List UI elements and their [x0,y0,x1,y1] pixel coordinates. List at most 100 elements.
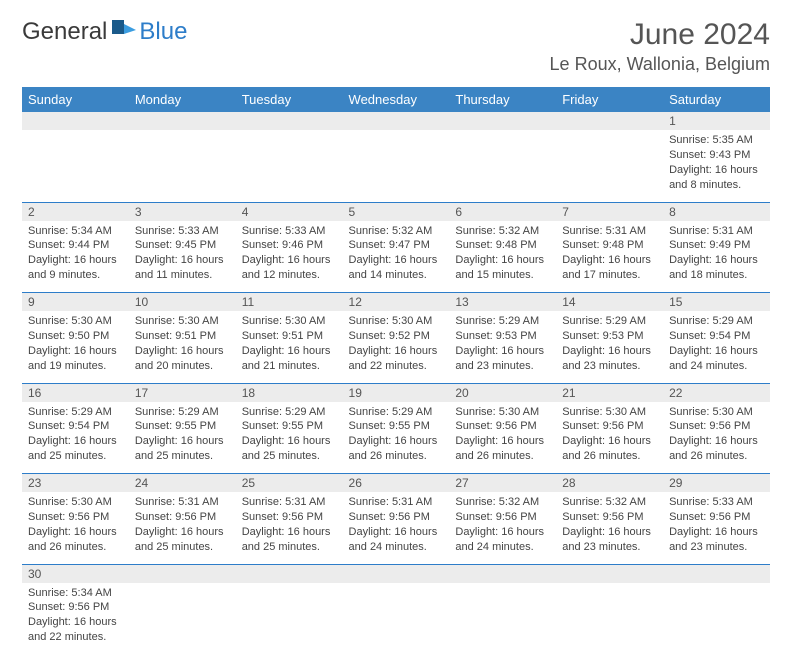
day-cell [129,583,236,655]
day-cell [449,583,556,655]
info-line: Sunset: 9:56 PM [28,600,123,615]
info-line: Daylight: 16 hours [349,253,444,268]
info-line: and 17 minutes. [562,268,657,283]
day-number: 19 [343,383,450,402]
day-number: 5 [343,202,450,221]
info-line: Sunrise: 5:30 AM [242,314,337,329]
logo-text-2: Blue [139,18,187,46]
day-number: 18 [236,383,343,402]
day-cell: Sunrise: 5:34 AMSunset: 9:56 PMDaylight:… [22,583,129,655]
day-cell: Sunrise: 5:32 AMSunset: 9:47 PMDaylight:… [343,221,450,293]
day-cell: Sunrise: 5:31 AMSunset: 9:49 PMDaylight:… [663,221,770,293]
info-line: Daylight: 16 hours [669,525,764,540]
day-number: 16 [22,383,129,402]
day-cell [663,583,770,655]
info-line: and 15 minutes. [455,268,550,283]
info-line: Sunrise: 5:32 AM [349,224,444,239]
info-line: and 22 minutes. [349,359,444,374]
info-line: Daylight: 16 hours [28,253,123,268]
info-line: Daylight: 16 hours [28,615,123,630]
info-line: Sunset: 9:49 PM [669,238,764,253]
info-line: Daylight: 16 hours [455,525,550,540]
day-cell: Sunrise: 5:34 AMSunset: 9:44 PMDaylight:… [22,221,129,293]
info-line: Daylight: 16 hours [455,253,550,268]
info-line: Sunrise: 5:29 AM [349,405,444,420]
day-header-row: Sunday Monday Tuesday Wednesday Thursday… [22,87,770,112]
info-row: Sunrise: 5:34 AMSunset: 9:44 PMDaylight:… [22,221,770,293]
day-cell [236,130,343,202]
info-line: Sunrise: 5:29 AM [135,405,230,420]
info-line: Sunrise: 5:32 AM [455,224,550,239]
day-cell: Sunrise: 5:32 AMSunset: 9:56 PMDaylight:… [449,492,556,564]
calendar-table: Sunday Monday Tuesday Wednesday Thursday… [22,87,770,655]
info-line: Daylight: 16 hours [349,434,444,449]
info-line: Sunset: 9:50 PM [28,329,123,344]
day-cell [22,130,129,202]
info-line: Sunset: 9:56 PM [455,510,550,525]
info-line: and 25 minutes. [135,449,230,464]
day-header: Wednesday [343,87,450,112]
info-line: Sunset: 9:52 PM [349,329,444,344]
daynum-row: 16171819202122 [22,383,770,402]
day-cell: Sunrise: 5:35 AMSunset: 9:43 PMDaylight:… [663,130,770,202]
info-line: Sunset: 9:55 PM [349,419,444,434]
day-cell: Sunrise: 5:31 AMSunset: 9:56 PMDaylight:… [236,492,343,564]
info-line: Sunrise: 5:30 AM [28,495,123,510]
daynum-row: 30 [22,564,770,583]
day-cell [236,583,343,655]
day-cell: Sunrise: 5:29 AMSunset: 9:55 PMDaylight:… [129,402,236,474]
info-line: and 11 minutes. [135,268,230,283]
day-cell: Sunrise: 5:29 AMSunset: 9:55 PMDaylight:… [343,402,450,474]
day-cell: Sunrise: 5:30 AMSunset: 9:51 PMDaylight:… [129,311,236,383]
info-row: Sunrise: 5:35 AMSunset: 9:43 PMDaylight:… [22,130,770,202]
info-line: Daylight: 16 hours [242,344,337,359]
day-cell: Sunrise: 5:30 AMSunset: 9:56 PMDaylight:… [556,402,663,474]
day-cell: Sunrise: 5:29 AMSunset: 9:53 PMDaylight:… [556,311,663,383]
info-line: Sunrise: 5:29 AM [242,405,337,420]
info-line: and 25 minutes. [135,540,230,555]
info-line: Daylight: 16 hours [242,253,337,268]
info-line: and 24 minutes. [669,359,764,374]
info-line: Daylight: 16 hours [28,525,123,540]
info-line: Sunrise: 5:31 AM [669,224,764,239]
flag-icon [111,18,137,36]
info-line: and 9 minutes. [28,268,123,283]
info-line: Sunrise: 5:29 AM [455,314,550,329]
day-cell [129,130,236,202]
day-cell [343,130,450,202]
day-number: 24 [129,474,236,493]
info-line: Sunset: 9:48 PM [455,238,550,253]
info-line: Sunrise: 5:30 AM [669,405,764,420]
day-number: 25 [236,474,343,493]
day-cell: Sunrise: 5:30 AMSunset: 9:51 PMDaylight:… [236,311,343,383]
info-line: Sunset: 9:56 PM [455,419,550,434]
info-line: Sunrise: 5:31 AM [562,224,657,239]
day-cell: Sunrise: 5:30 AMSunset: 9:52 PMDaylight:… [343,311,450,383]
day-cell [449,130,556,202]
day-number [343,112,450,130]
info-line: Sunrise: 5:29 AM [562,314,657,329]
day-number: 29 [663,474,770,493]
info-line: Daylight: 16 hours [455,344,550,359]
day-number [449,112,556,130]
info-line: and 18 minutes. [669,268,764,283]
info-line: Sunset: 9:56 PM [669,419,764,434]
info-line: and 26 minutes. [349,449,444,464]
info-line: Sunrise: 5:34 AM [28,586,123,601]
info-line: Daylight: 16 hours [562,253,657,268]
info-line: Sunset: 9:56 PM [562,510,657,525]
info-line: Daylight: 16 hours [669,163,764,178]
logo: General Blue [22,18,187,46]
day-cell: Sunrise: 5:29 AMSunset: 9:54 PMDaylight:… [22,402,129,474]
info-line: Sunrise: 5:29 AM [669,314,764,329]
day-header: Thursday [449,87,556,112]
day-cell: Sunrise: 5:33 AMSunset: 9:56 PMDaylight:… [663,492,770,564]
info-line: Daylight: 16 hours [135,344,230,359]
info-line: and 26 minutes. [455,449,550,464]
day-cell: Sunrise: 5:31 AMSunset: 9:56 PMDaylight:… [343,492,450,564]
info-line: Sunset: 9:45 PM [135,238,230,253]
info-line: Sunset: 9:53 PM [455,329,550,344]
day-header: Tuesday [236,87,343,112]
day-number [236,112,343,130]
info-line: Daylight: 16 hours [242,434,337,449]
